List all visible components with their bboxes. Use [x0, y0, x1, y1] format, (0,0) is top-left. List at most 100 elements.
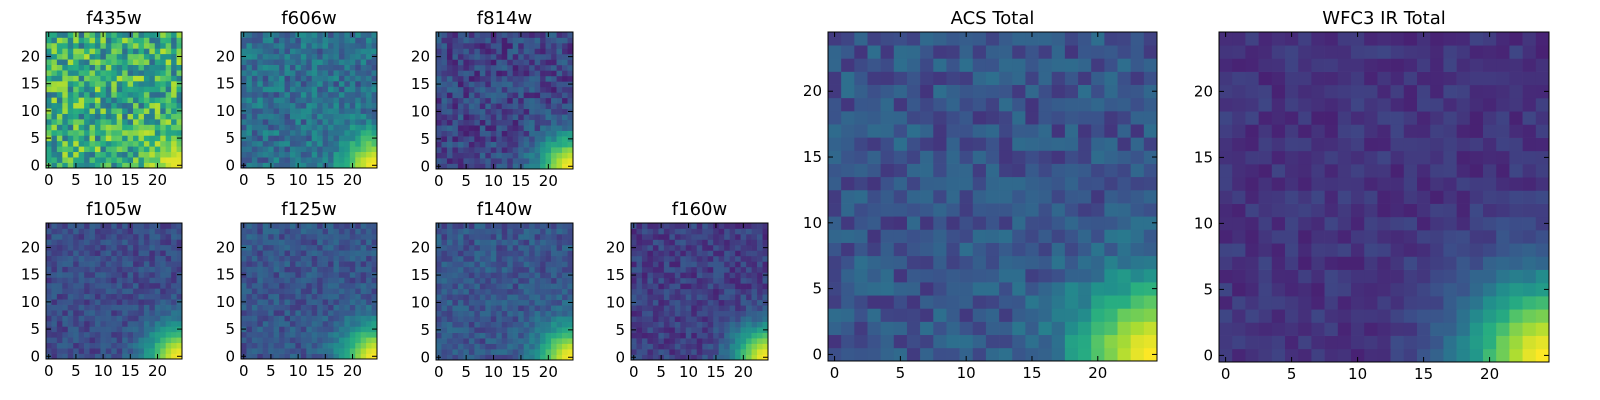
heatmap-cell [279, 255, 285, 262]
heatmap-cell [154, 129, 161, 136]
heatmap-cell [273, 97, 280, 104]
heatmap-cell [652, 223, 659, 229]
heatmap-cell [551, 86, 557, 93]
heatmap-cell [457, 48, 464, 55]
heatmap-cell [371, 223, 378, 229]
heatmap-cell [300, 255, 307, 262]
heatmap-cell [295, 337, 302, 344]
heatmap-cell [724, 250, 730, 257]
heatmap-cell [441, 321, 448, 328]
heatmap-cell [127, 293, 134, 300]
heatmap-cell [556, 288, 563, 295]
heatmap-cell [920, 203, 934, 217]
heatmap-cell [268, 48, 274, 55]
heatmap-cell [257, 320, 264, 327]
heatmap-cell [360, 342, 367, 349]
heatmap-cell [474, 277, 481, 284]
heatmap-cell [507, 261, 514, 268]
heatmap-cell [328, 353, 334, 360]
heatmap-cell [322, 326, 329, 333]
heatmap-cell [556, 272, 563, 279]
heatmap-cell [641, 255, 648, 262]
heatmap-cell [436, 338, 442, 344]
heatmap-cell [100, 48, 107, 55]
heatmap-cell [289, 119, 296, 125]
heatmap-cell [523, 354, 530, 361]
heatmap-cell [490, 305, 497, 312]
heatmap-cell [154, 239, 161, 246]
heatmap-cell [171, 233, 177, 240]
heatmap-cell [127, 140, 134, 147]
heatmap-cell [360, 53, 367, 60]
heatmap-cell [116, 342, 123, 349]
heatmap-cell [89, 64, 96, 71]
heatmap-cell [328, 135, 334, 142]
heatmap-cell [551, 349, 557, 355]
heatmap-cell [160, 299, 167, 305]
heatmap-cell [562, 266, 568, 273]
heatmap-cell [507, 338, 514, 344]
heatmap-cell [160, 266, 167, 273]
heatmap-cell [160, 223, 167, 229]
heatmap-cell [523, 42, 530, 49]
heatmap-cell [251, 288, 258, 295]
heatmap-cell [306, 348, 313, 354]
heatmap-cell [479, 272, 486, 279]
heatmap-cell [143, 271, 150, 278]
heatmap-cell [133, 337, 139, 344]
heatmap-cell [251, 59, 258, 65]
heatmap-cell [366, 239, 372, 246]
heatmap-cell [56, 59, 63, 65]
heatmap-cell [127, 244, 134, 251]
heatmap-cell [685, 233, 692, 240]
heatmap-cell [165, 97, 172, 104]
heatmap-cell [474, 266, 481, 273]
heatmap-cell [496, 163, 503, 170]
heatmap-cell [67, 315, 74, 322]
heatmap-cell [436, 141, 442, 148]
heatmap-cell [512, 332, 519, 339]
heatmap-cell [452, 48, 459, 55]
heatmap-cell [985, 255, 1000, 270]
heatmap-cell [696, 343, 703, 350]
heatmap-cell [355, 244, 362, 251]
heatmap-cell [636, 223, 643, 229]
heatmap-cell [360, 353, 367, 360]
heatmap-cell [317, 277, 323, 284]
heatmap-cell [262, 261, 269, 267]
heatmap-cell [545, 244, 552, 251]
heatmap-cell [906, 308, 921, 322]
heatmap-cell [762, 277, 769, 284]
heatmap-cell [333, 228, 340, 235]
heatmap-cell [663, 321, 670, 328]
heatmap-cell [268, 108, 274, 114]
heatmap-cell [56, 140, 63, 147]
heatmap-cell [685, 299, 692, 306]
heatmap-cell [702, 316, 709, 322]
heatmap-cell [972, 176, 987, 191]
heatmap-cell [344, 97, 351, 104]
heatmap-cell [311, 91, 318, 98]
heatmap-cell [1130, 229, 1145, 243]
heatmap-cell [523, 228, 530, 235]
heatmap-cell [366, 102, 372, 109]
heatmap-cell [73, 97, 79, 104]
heatmap-cell [149, 244, 156, 251]
heatmap-cell [154, 342, 161, 349]
heatmap-cell [485, 152, 492, 159]
heatmap-cell [841, 203, 855, 217]
heatmap-cell [133, 140, 139, 147]
heatmap-cell [300, 162, 307, 169]
heatmap-cell [300, 80, 307, 87]
heatmap-cell [529, 53, 535, 60]
heatmap-cell [127, 326, 134, 333]
heatmap-cell [1078, 176, 1092, 191]
heatmap-cell [51, 146, 58, 153]
heatmap-cell [946, 268, 960, 283]
heatmap-cell [46, 119, 52, 125]
heatmap-cell [452, 305, 459, 312]
heatmap-cell [279, 146, 285, 153]
heatmap-cell [1091, 216, 1105, 230]
heatmap-cell [311, 331, 318, 338]
heatmap-cell [176, 59, 183, 65]
